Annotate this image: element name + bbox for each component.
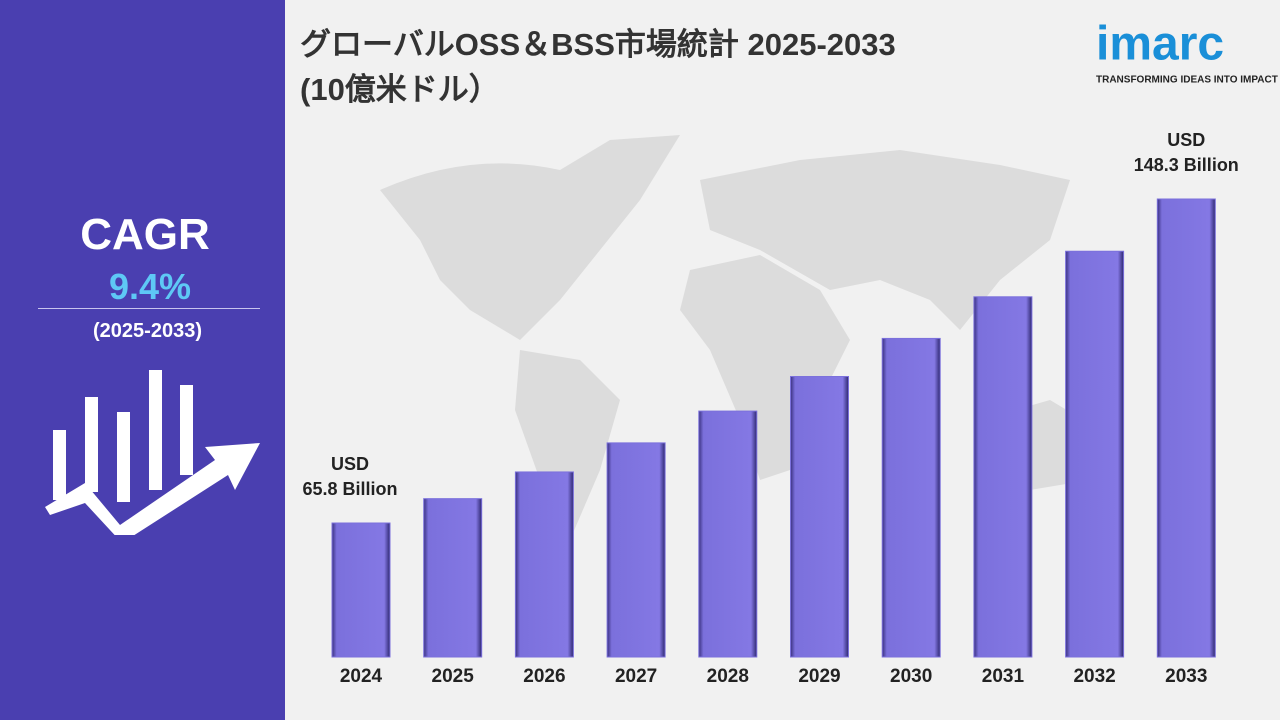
value-label: USD [331,454,369,474]
x-tick-label: 2031 [982,666,1025,687]
bar [1156,198,1216,658]
x-tick-label: 2032 [1073,666,1115,687]
cagr-label: CAGR [80,210,210,259]
bar [973,296,1033,658]
x-tick-label: 2028 [707,666,749,687]
x-tick-label: 2027 [615,666,657,687]
value-label: 148.3 Billion [1134,155,1239,175]
x-tick-label: 2033 [1165,666,1207,687]
cagr-period: (2025-2033) [93,320,202,342]
x-tick-label: 2029 [798,666,840,687]
x-tick-label: 2030 [890,666,932,687]
chart-title: グローバルOSS＆BSS市場統計 2025-2033 [300,27,896,62]
bar [423,498,483,658]
logo: imarc [1096,18,1224,71]
sidebar: CAGR 9.4% (2025-2033) [0,0,285,720]
bar [881,337,941,658]
divider [38,308,260,309]
x-tick-label: 2024 [340,666,383,687]
chart-subtitle: (10億米ドル） [300,72,500,107]
bar [514,471,574,658]
x-tick-label: 2025 [432,666,475,687]
growth-icon [45,370,260,535]
logo-tagline: TRANSFORMING IDEAS INTO IMPACT [1096,75,1278,86]
bar [606,442,666,658]
x-tick-label: 2026 [523,666,565,687]
cagr-value: 9.4% [108,266,192,307]
bar [698,410,758,658]
value-label: USD [1167,130,1205,150]
bar [790,376,849,658]
value-label: 65.8 Billion [302,479,397,499]
bar [331,522,391,658]
bar [1065,250,1125,658]
